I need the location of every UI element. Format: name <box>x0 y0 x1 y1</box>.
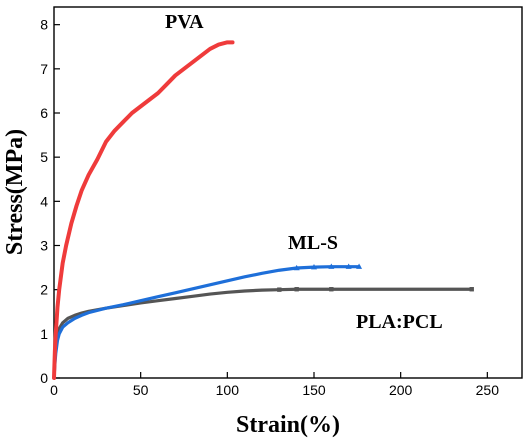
data-point <box>345 263 352 269</box>
series-label-ml-s: ML-S <box>288 232 338 254</box>
series-label-pla-pcl: PLA:PCL <box>356 311 443 333</box>
data-point <box>469 287 474 292</box>
series-line-ml-s <box>52 265 361 380</box>
x-tick-label: 50 <box>133 382 149 398</box>
y-tick-label: 4 <box>40 193 48 209</box>
y-tick-label: 1 <box>40 326 48 342</box>
series-line-pla-pcl <box>52 287 474 380</box>
x-tick-label: 250 <box>476 382 500 398</box>
series-layer <box>52 40 474 380</box>
data-point <box>277 287 282 292</box>
y-tick-label: 6 <box>40 105 48 121</box>
data-point <box>294 287 299 292</box>
data-point <box>311 263 317 270</box>
y-tick-label: 2 <box>40 282 48 298</box>
plot-frame <box>53 6 523 379</box>
x-tick-label: 0 <box>50 382 58 398</box>
x-tick-label: 150 <box>302 382 326 398</box>
y-tick-label: 5 <box>40 149 48 165</box>
plot-area <box>53 6 523 379</box>
series-label-pva: PVA <box>165 11 204 33</box>
series-ml-s <box>52 263 363 380</box>
data-point <box>329 287 334 292</box>
y-axis-title: Stress(MPa) <box>2 129 28 255</box>
y-tick-label: 7 <box>40 61 48 77</box>
x-axis: 0 50 100 150 200 250 <box>50 372 499 398</box>
x-axis-title: Strain(%) <box>236 412 340 438</box>
x-tick-label: 200 <box>389 382 413 398</box>
series-line-pva <box>52 40 235 380</box>
series-pva <box>52 40 235 380</box>
y-tick-label: 0 <box>40 370 48 386</box>
y-tick-label: 8 <box>40 17 48 33</box>
y-axis: 0 1 2 3 4 5 6 7 8 <box>40 17 60 386</box>
y-tick-label: 3 <box>40 238 48 254</box>
data-point <box>328 263 335 269</box>
data-point <box>293 264 300 271</box>
x-tick-label: 100 <box>216 382 240 398</box>
data-point <box>356 263 363 269</box>
